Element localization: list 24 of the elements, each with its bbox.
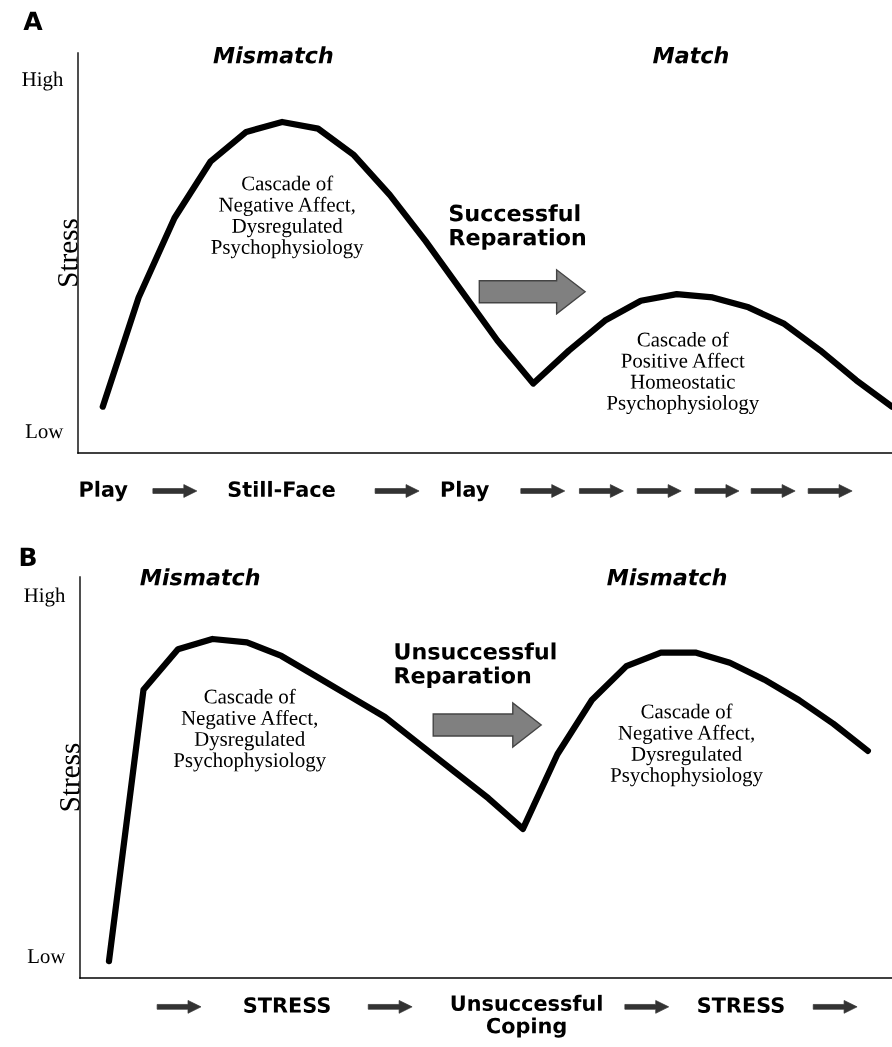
chart-title: A: [23, 11, 43, 30]
chart-title: B: [20, 547, 36, 566]
text: Mismatch: [607, 568, 727, 586]
text: Low: [25, 424, 64, 439]
y-axis-title: Stress: [58, 219, 78, 286]
text: Unsuccessful Coping: [451, 994, 602, 1038]
text: Play: [80, 480, 128, 502]
y-axis-title: Stress: [60, 743, 80, 811]
text: High: [22, 71, 64, 91]
text: STRESS: [244, 997, 330, 1013]
annotation: Cascade of Negative Affect, Dysregulated Psychophysiology: [610, 703, 763, 787]
annotation: Cascade of Positive Affect Homeostatic Psychophysiology: [607, 331, 760, 415]
text: Low: [27, 949, 66, 964]
annotation: Cascade of Negative Affect, Dysregulated Psychophysiology: [173, 688, 327, 772]
annotation: Unsuccessful Reparation: [395, 642, 556, 688]
text: Play: [441, 480, 489, 502]
text: High: [24, 587, 66, 607]
text: Match: [653, 46, 729, 64]
text: Mismatch: [213, 46, 333, 64]
annotation: Cascade of Negative Affect, Dysregulated Psychophysiology: [211, 175, 364, 259]
annotation: Successful Reparation: [449, 204, 585, 250]
text: Still-Face: [228, 480, 335, 498]
text: STRESS: [698, 997, 784, 1013]
text: Mismatch: [140, 568, 260, 586]
